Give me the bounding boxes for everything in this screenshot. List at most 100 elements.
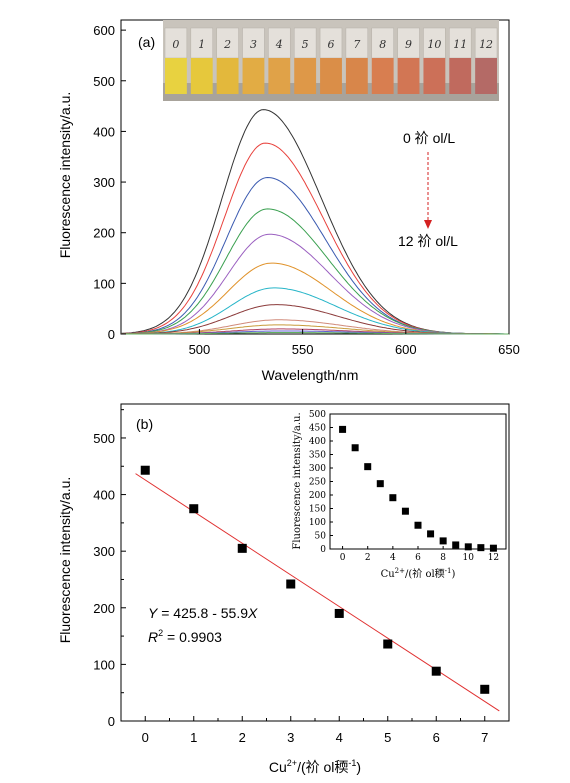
data-point [286, 579, 296, 589]
inset-y-tick-label: 300 [309, 464, 326, 474]
inset-x-axis-label: Cu2+/(祄 ol稬-1) [381, 567, 456, 580]
vial-label: 1 [198, 38, 205, 51]
vial-solution [371, 58, 394, 94]
inset-x-tick-label: 0 [340, 553, 346, 563]
inset-x-label-unit: /(祄 ol稬 [405, 567, 445, 580]
vial-label: 6 [328, 38, 335, 51]
vial-label: 0 [172, 38, 179, 51]
x-label-cu: Cu [269, 759, 287, 775]
inset-y-tick-label: 50 [315, 532, 327, 542]
spectrum-curve-5 [121, 262, 509, 335]
x-tick-label: 0 [142, 730, 149, 745]
y-tick-label: 400 [93, 488, 115, 503]
vial-solution [190, 58, 213, 94]
vial-label: 8 [379, 38, 386, 51]
x-tick-label: 6 [433, 730, 440, 745]
vial-label: 2 [223, 38, 231, 51]
x-tick-label: 5 [384, 730, 391, 745]
annotation-bottom: 12 祄 ol/L [398, 233, 458, 249]
r2-value: = 0.9903 [163, 629, 222, 645]
y-tick-label: 100 [93, 657, 115, 672]
vial-label: 9 [405, 38, 412, 51]
inset-y-tick-label: 0 [320, 545, 326, 555]
inset-data-point [351, 444, 359, 452]
data-point [237, 543, 247, 553]
inset-y-tick-label: 400 [309, 437, 326, 447]
x-tick-label: 500 [189, 342, 211, 357]
inset-data-point [414, 521, 422, 529]
equation-rest: = 425.8 - 55.9 [157, 605, 248, 621]
y-tick-label: 100 [93, 276, 115, 291]
vial-solution [397, 58, 420, 94]
inset-background [330, 414, 506, 549]
vial-solution [294, 58, 317, 94]
x-label-sup: 2+ [287, 758, 297, 768]
inset-x-tick-label: 8 [440, 553, 446, 563]
y-tick-label: 400 [93, 124, 115, 139]
y-tick-label: 0 [108, 327, 115, 342]
inset-x-tick-label: 12 [488, 553, 499, 563]
annotation-arrowhead [424, 220, 432, 229]
y-tick-label: 200 [93, 601, 115, 616]
inset-x-tick-label: 6 [415, 553, 421, 563]
vial-label: 10 [427, 38, 441, 51]
inset-y-tick-label: 500 [309, 410, 326, 420]
x-tick-label: 3 [287, 730, 294, 745]
panel-a-label: (a) [138, 34, 155, 50]
x-label-end: ) [356, 759, 361, 775]
inset-x-tick-label: 10 [463, 553, 475, 563]
y-tick-label: 500 [93, 74, 115, 89]
panel-a-x-axis-label: Wavelength/nm [262, 367, 359, 383]
vial-photo: 0 1 2 3 4 5 6 7 8 9 10 11 12 [163, 20, 499, 101]
inset-x-tick-label: 4 [390, 553, 396, 563]
x-label-sup2: -1 [348, 758, 356, 768]
vial-solution [268, 58, 291, 94]
x-tick-label: 2 [239, 730, 246, 745]
r2-sup: 2 [158, 628, 163, 638]
panel-b-y-axis-label: Fluorescence intensity/a.u. [57, 477, 73, 644]
vial-label: 3 [250, 38, 257, 51]
fit-equation: Y = 425.8 - 55.9X [148, 605, 258, 621]
y-tick-label: 500 [93, 431, 115, 446]
inset-data-point [452, 541, 460, 549]
inset-x-label-sup2: -1 [445, 567, 452, 575]
spectrum-curve-3 [120, 208, 509, 335]
vial-solution [475, 58, 497, 94]
vial-solution [449, 58, 472, 94]
data-point [140, 465, 150, 475]
data-point [431, 666, 441, 676]
inset-y-tick-label: 150 [309, 505, 326, 515]
spectrum-curve-12 [121, 332, 509, 335]
data-point [334, 608, 344, 618]
inset-ticks: 0 2 4 6 8 10 12 0 50 100 150 200 250 300 350 400 450 500 [309, 410, 499, 563]
vial-label: 5 [302, 38, 309, 51]
inset-data-point [339, 425, 347, 433]
panel-a-y-axis-label: Fluorescence intensity/a.u. [57, 92, 73, 259]
inset-data-point [427, 530, 435, 538]
vial-label: 11 [453, 38, 467, 51]
inset-x-tick-label: 2 [365, 553, 371, 563]
vial-solution [320, 58, 342, 94]
x-tick-label: 600 [395, 342, 417, 357]
vial-solution [165, 58, 187, 94]
panel-a-curves [120, 109, 509, 335]
y-tick-label: 300 [93, 175, 115, 190]
vial-label: 12 [479, 38, 493, 51]
x-tick-label: 650 [498, 342, 520, 357]
inset-y-tick-label: 100 [309, 518, 326, 528]
x-tick-label: 4 [336, 730, 343, 745]
r2-label: R [148, 629, 158, 645]
panel-b-x-axis-label: Cu2+/(祄 ol稬-1) [269, 758, 361, 775]
vial-label: 4 [275, 38, 283, 51]
inset-x-label-cu: Cu [381, 569, 396, 580]
vial-solution [242, 58, 265, 94]
data-point [480, 684, 490, 694]
equation-y: Y [148, 605, 159, 621]
inset-data-point [364, 463, 372, 471]
inset-y-tick-label: 200 [309, 491, 326, 501]
spectrum-curve-4 [121, 233, 509, 335]
